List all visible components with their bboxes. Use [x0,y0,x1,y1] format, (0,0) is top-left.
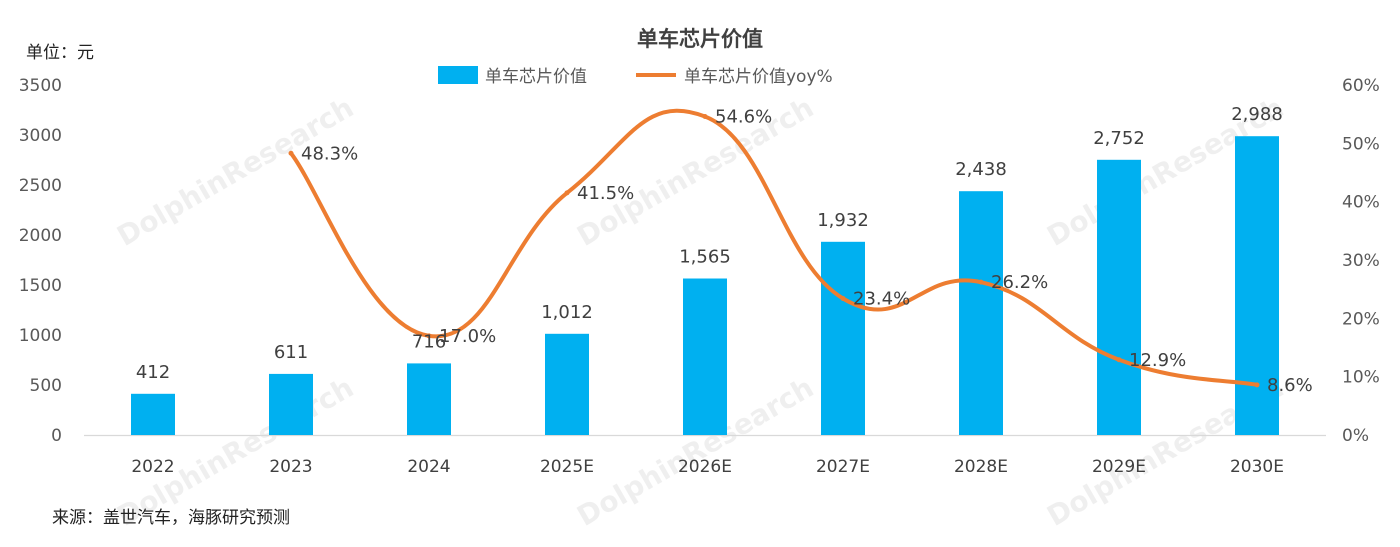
x-tick-label: 2023 [269,457,312,477]
unit-label: 单位：元 [26,43,94,63]
yoy-point [702,114,708,119]
x-axis: 2022 2023 2024 2025E 2026E 2027E 2028E 2029E 203… [84,434,1326,477]
line-series [288,108,1260,388]
left-tick-label: 2000 [19,226,62,246]
bar-value-label: 2,988 [1231,104,1283,125]
yoy-value-label: 54.6% [715,107,772,128]
right-y-axis: 0% 10% 20% 30% 40% 50% 60% [1342,76,1380,446]
source-note: 来源：盖世汽车，海豚研究预测 [52,508,290,528]
watermark-text: DolphinResearch [111,91,359,253]
bar-value-label: 2,438 [955,159,1007,180]
left-tick-label: 2500 [19,176,62,196]
bar [821,241,865,435]
right-tick-label: 20% [1342,309,1380,329]
bar-value-label: 412 [136,362,170,383]
legend-swatch-bar [438,66,478,84]
yoy-point [1254,382,1260,388]
yoy-value-label: 12.9% [1129,350,1186,371]
bar-value-label: 2,752 [1093,128,1145,149]
left-y-axis: 0 500 1000 1500 2000 2500 3000 3500 [19,76,62,446]
legend: 单车芯片价值 单车芯片价值yoy% [438,66,833,87]
x-tick-label: 2022 [131,457,174,477]
yoy-value-label: 48.3% [301,143,358,164]
left-tick-label: 1000 [19,326,62,346]
right-tick-label: 60% [1342,76,1380,96]
bar [959,191,1003,435]
left-tick-label: 500 [30,376,62,396]
left-tick-label: 1500 [19,276,62,296]
x-tick-label: 2026E [678,457,732,477]
bar-value-label: 1,932 [817,210,869,231]
yoy-value-label: 23.4% [853,289,910,310]
x-tick-label: 2030E [1230,457,1284,477]
right-tick-label: 50% [1342,134,1380,154]
line-data-labels: 48.3% 17.0% 41.5% 54.6% 23.4% 26.2% 12.9% 8.6% [301,107,1313,396]
chart-title: 单车芯片价值 [637,27,763,51]
yoy-value-label: 17.0% [439,326,496,347]
x-tick-label: 2028E [954,457,1008,477]
yoy-line [289,108,1259,387]
bar [131,393,175,435]
bar-data-labels: 412 611 716 1,012 1,565 1,932 2,438 2,752 2,988 [136,104,1283,383]
bar-value-label: 1,565 [679,247,731,268]
yoy-point [1116,357,1122,363]
right-tick-label: 0% [1342,426,1369,446]
x-tick-label: 2027E [816,457,870,477]
x-tick-label: 2024 [407,457,450,477]
left-tick-label: 3500 [19,76,62,96]
yoy-value-label: 8.6% [1267,375,1313,396]
yoy-point [564,190,570,196]
x-tick-label: 2029E [1092,457,1146,477]
bar [545,333,589,435]
yoy-point [426,333,432,339]
right-tick-label: 10% [1342,368,1380,388]
yoy-point [288,150,294,156]
right-tick-label: 40% [1342,193,1380,213]
yoy-value-label: 41.5% [577,183,634,204]
right-tick-label: 30% [1342,251,1380,271]
bar-series [131,136,1279,436]
yoy-point [840,296,846,301]
left-tick-label: 3000 [19,126,62,146]
bar [683,278,727,435]
bar [407,363,451,435]
bar-value-label: 1,012 [541,302,593,323]
yoy-point [978,279,984,285]
bar [269,373,313,435]
legend-label-line: 单车芯片价值yoy% [684,67,833,87]
bar [1097,159,1141,436]
left-tick-label: 0 [51,426,62,446]
legend-label-bar: 单车芯片价值 [485,67,587,87]
bar-value-label: 716 [412,331,446,352]
yoy-value-label: 26.2% [991,272,1048,293]
bar-value-label: 611 [274,342,308,363]
x-tick-label: 2025E [540,457,594,477]
